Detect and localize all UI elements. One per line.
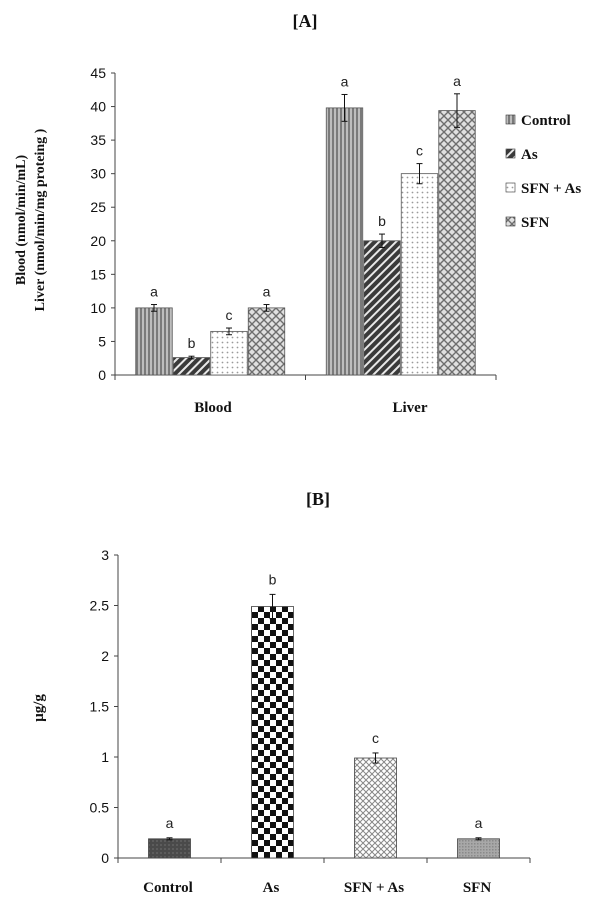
panel-a-category-label-blood: Blood — [194, 400, 232, 416]
panel-b-title: [B] — [306, 489, 330, 509]
bar-sfn — [457, 838, 500, 859]
bar-control — [148, 838, 191, 859]
bar-sfn-as-letter: c — [372, 730, 379, 746]
panel-a-ylabel-line1: Blood (nmol/min/mL) — [14, 155, 29, 286]
bar-blood-control — [135, 307, 173, 376]
panel-a-y-tick-label: 40 — [90, 99, 106, 115]
bar-liver-control-letter: a — [341, 73, 349, 89]
bar-control-letter: a — [166, 815, 174, 831]
bar-blood-as-letter: b — [188, 335, 196, 351]
panel-b-category-label-control: Control — [143, 880, 193, 896]
bar-blood-sfn-as — [210, 330, 248, 376]
legend-swatch-as — [505, 148, 516, 159]
panel-b-category-label-sfn: SFN — [463, 880, 492, 896]
panel-a-y-tick-label: 10 — [90, 300, 106, 316]
bar-liver-control — [325, 107, 364, 376]
panel-b-y-tick-label: 0.5 — [90, 800, 110, 816]
panel-a-y-tick-label: 20 — [90, 233, 106, 249]
bar-liver-as — [363, 240, 401, 376]
panel-a-y-tick-label: 25 — [90, 199, 106, 215]
panel-a-y-tick-label: 30 — [90, 166, 106, 182]
panel-b-y-tick-label: 0 — [101, 850, 109, 866]
panel-a-y-tick-label: 35 — [90, 132, 106, 148]
bar-blood-sfn-letter: a — [263, 284, 271, 300]
legend-swatch-sfn-as — [505, 182, 516, 193]
panel-b-category-label-as: As — [263, 880, 280, 896]
bar-blood-as — [172, 357, 211, 376]
panel-b-y-tick-label: 3 — [101, 547, 109, 563]
bar-as — [251, 606, 294, 859]
bar-liver-sfn — [438, 110, 476, 376]
bar-blood-sfn-as-letter: c — [226, 307, 233, 323]
panel-a-legend: Control As SFN + As SFN — [505, 113, 581, 231]
panel-a-ylabel-line2: Liver (nmol/min/mg proteing ) — [33, 128, 48, 311]
bar-sfn-letter: a — [475, 815, 483, 831]
bar-blood-sfn — [247, 307, 286, 376]
bar-liver-sfn-as-letter: c — [416, 143, 423, 159]
legend-label-sfn-as: SFN + As — [521, 181, 581, 197]
panel-b-y-tick-label: 1.5 — [90, 699, 110, 715]
panel-a-plot: 0 5 10 15 20 25 30 35 40 45 a a b b c c a a — [90, 65, 497, 383]
panel-b-y-tick-label: 2.5 — [90, 598, 110, 614]
panel-a-y-tick-label: 45 — [90, 65, 106, 81]
bar-sfn-as — [354, 757, 397, 859]
panel-b-y-tick-label: 2 — [101, 648, 109, 664]
bar-blood-control-letter: a — [150, 284, 158, 300]
legend-label-as: As — [521, 147, 538, 163]
panel-b-ylabel: µg/g — [31, 694, 47, 722]
bar-liver-sfn-as — [400, 173, 439, 376]
panel-a-y-tick-label: 5 — [98, 333, 106, 349]
panel-a-y-tick-label: 0 — [98, 367, 106, 383]
legend-swatch-control — [505, 114, 516, 125]
panel-a-y-tick-label: 15 — [90, 266, 106, 282]
legend-label-sfn: SFN — [521, 215, 550, 231]
bar-liver-sfn-letter: a — [453, 73, 461, 89]
bar-as-letter: b — [269, 571, 277, 587]
bar-liver-as-letter: b — [378, 213, 386, 229]
panel-b-y-tick-label: 1 — [101, 749, 109, 765]
legend-swatch-sfn — [505, 216, 516, 227]
panel-b-category-label-sfn-as: SFN + As — [344, 880, 404, 896]
panel-b-plot: 0 0.5 1 1.5 2 2.5 3 a b c a — [90, 547, 531, 866]
panel-a-title: [A] — [293, 11, 318, 31]
panel-a-category-label-liver: Liver — [393, 400, 428, 416]
legend-label-control: Control — [521, 113, 571, 129]
